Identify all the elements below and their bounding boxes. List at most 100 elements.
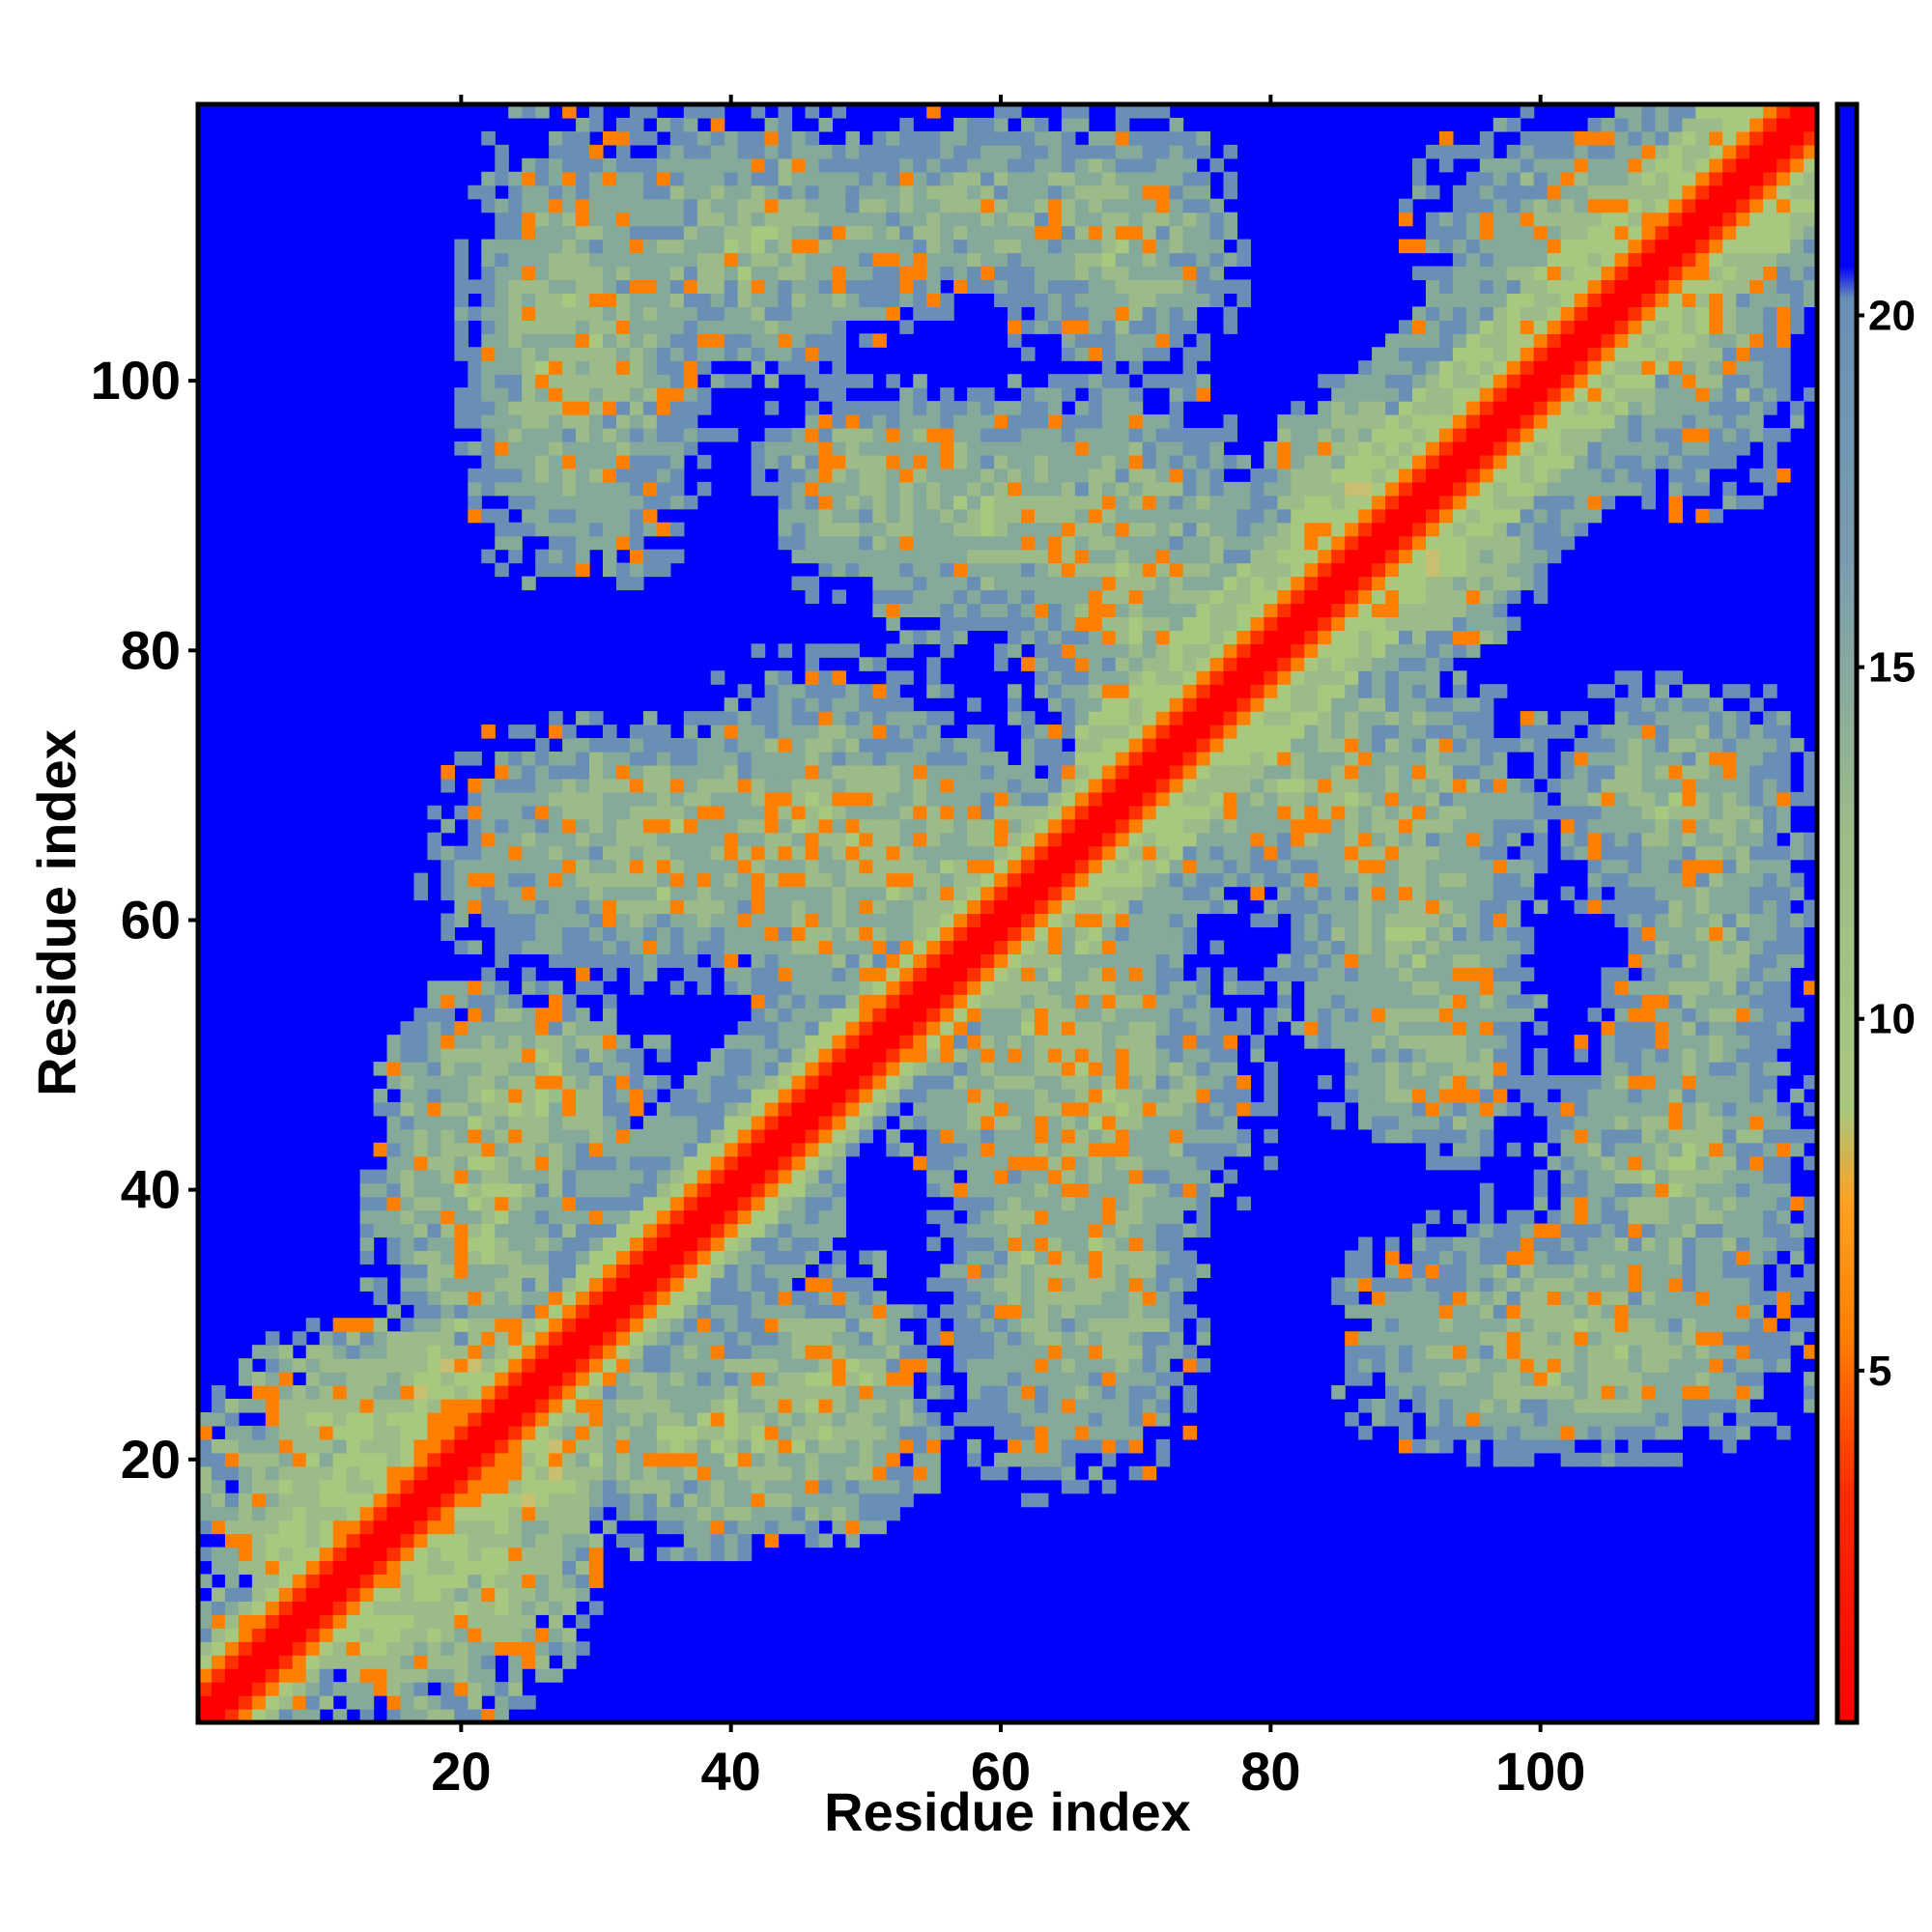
heatmap-cell xyxy=(886,293,900,307)
heatmap-cell xyxy=(413,1641,429,1656)
heatmap-cell xyxy=(562,1264,577,1278)
heatmap-cell xyxy=(495,1196,509,1211)
heatmap-cell xyxy=(562,549,577,564)
heatmap-cell xyxy=(1020,266,1036,281)
heatmap-cell xyxy=(386,1115,402,1130)
heatmap-cell xyxy=(683,1438,698,1454)
heatmap-cell xyxy=(656,1425,671,1440)
heatmap-cell xyxy=(899,643,914,658)
heatmap-cell xyxy=(508,832,523,847)
heatmap-cell xyxy=(805,1223,820,1238)
heatmap-cell xyxy=(615,266,631,281)
heatmap-cell xyxy=(1074,279,1090,295)
heatmap-cell xyxy=(1074,752,1090,766)
heatmap-cell xyxy=(913,805,927,820)
heatmap-cell xyxy=(332,1709,348,1723)
heatmap-cell xyxy=(1047,1062,1063,1076)
heatmap-cell xyxy=(1061,684,1076,698)
heatmap-cell xyxy=(737,252,753,268)
heatmap-cell xyxy=(818,670,834,685)
heatmap-cell xyxy=(926,266,941,281)
heatmap-cell xyxy=(454,1560,469,1576)
heatmap-cell xyxy=(845,549,860,564)
heatmap-cell xyxy=(845,401,860,415)
heatmap-cell xyxy=(778,1236,793,1252)
heatmap-cell xyxy=(994,752,1009,766)
heatmap-cell xyxy=(603,1264,617,1278)
heatmap-cell xyxy=(468,1641,482,1656)
heatmap-cell xyxy=(278,1506,294,1521)
heatmap-cell xyxy=(615,1411,631,1427)
heatmap-cell xyxy=(535,1655,550,1669)
heatmap-cell xyxy=(967,1345,981,1359)
heatmap-cell xyxy=(427,1115,441,1130)
heatmap-cell xyxy=(1088,643,1103,658)
heatmap-cell xyxy=(1088,886,1103,901)
heatmap-cell xyxy=(872,1506,887,1521)
heatmap-cell xyxy=(1047,320,1063,334)
heatmap-cell xyxy=(427,832,441,847)
heatmap-cell xyxy=(913,293,927,307)
heatmap-cell xyxy=(629,293,644,307)
heatmap-cell xyxy=(751,1304,766,1319)
heatmap-cell xyxy=(629,576,644,591)
heatmap-cell xyxy=(305,1709,321,1723)
heatmap-cell xyxy=(427,1142,441,1157)
heatmap-cell xyxy=(400,1372,415,1386)
heatmap-cell xyxy=(994,859,1009,874)
heatmap-cell xyxy=(751,818,766,834)
heatmap-cell xyxy=(589,1465,604,1481)
heatmap-cell xyxy=(1020,1062,1036,1076)
heatmap-cell xyxy=(481,832,496,847)
heatmap-cell xyxy=(683,1209,698,1225)
heatmap-cell xyxy=(899,1048,914,1063)
heatmap-cell xyxy=(764,1533,780,1548)
heatmap-cell xyxy=(642,1479,658,1494)
heatmap-cell xyxy=(1047,1304,1063,1319)
heatmap-cell xyxy=(845,818,860,834)
heatmap-cell xyxy=(805,940,820,954)
heatmap-cell xyxy=(642,764,658,780)
heatmap-cell xyxy=(386,1035,402,1049)
heatmap-cell xyxy=(913,212,927,227)
heatmap-cell xyxy=(980,1331,995,1346)
heatmap-cell xyxy=(859,1465,873,1481)
heatmap-cell xyxy=(481,845,496,861)
heatmap-cell xyxy=(845,1506,860,1521)
heatmap-cell xyxy=(967,886,981,901)
heatmap-cell xyxy=(737,266,753,281)
heatmap-cell xyxy=(508,791,523,807)
heatmap-cell xyxy=(832,1318,846,1332)
heatmap-cell xyxy=(549,1479,563,1494)
heatmap-cell xyxy=(980,603,995,618)
heatmap-cell xyxy=(1020,752,1036,766)
heatmap-cell xyxy=(1034,225,1049,241)
heatmap-cell xyxy=(508,818,523,834)
heatmap-cell xyxy=(818,1035,834,1049)
heatmap-cell xyxy=(845,440,860,456)
heatmap-cell xyxy=(508,1601,523,1615)
heatmap-cell xyxy=(832,266,846,281)
heatmap-cell xyxy=(522,1520,536,1535)
heatmap-cell xyxy=(656,144,671,159)
heatmap-cell xyxy=(1047,198,1063,213)
heatmap-cell xyxy=(1074,1169,1090,1184)
heatmap-cell xyxy=(940,1115,954,1130)
heatmap-cell xyxy=(899,1142,914,1157)
heatmap-cell xyxy=(845,926,860,942)
heatmap-cell xyxy=(994,414,1009,429)
heatmap-cell xyxy=(346,1682,361,1696)
heatmap-cell xyxy=(535,333,550,348)
heatmap-cell xyxy=(427,1250,441,1265)
heatmap-cell xyxy=(1074,1438,1090,1454)
heatmap-cell xyxy=(603,791,617,807)
heatmap-cell xyxy=(549,1438,563,1454)
heatmap-cell xyxy=(832,347,846,361)
heatmap-cell xyxy=(872,414,887,429)
heatmap-cell xyxy=(724,832,739,847)
heatmap-cell xyxy=(1034,1318,1049,1332)
heatmap-cell xyxy=(940,1021,954,1036)
heatmap-cell xyxy=(562,1465,577,1481)
heatmap-cell xyxy=(913,239,927,254)
heatmap-cell xyxy=(1101,752,1117,766)
